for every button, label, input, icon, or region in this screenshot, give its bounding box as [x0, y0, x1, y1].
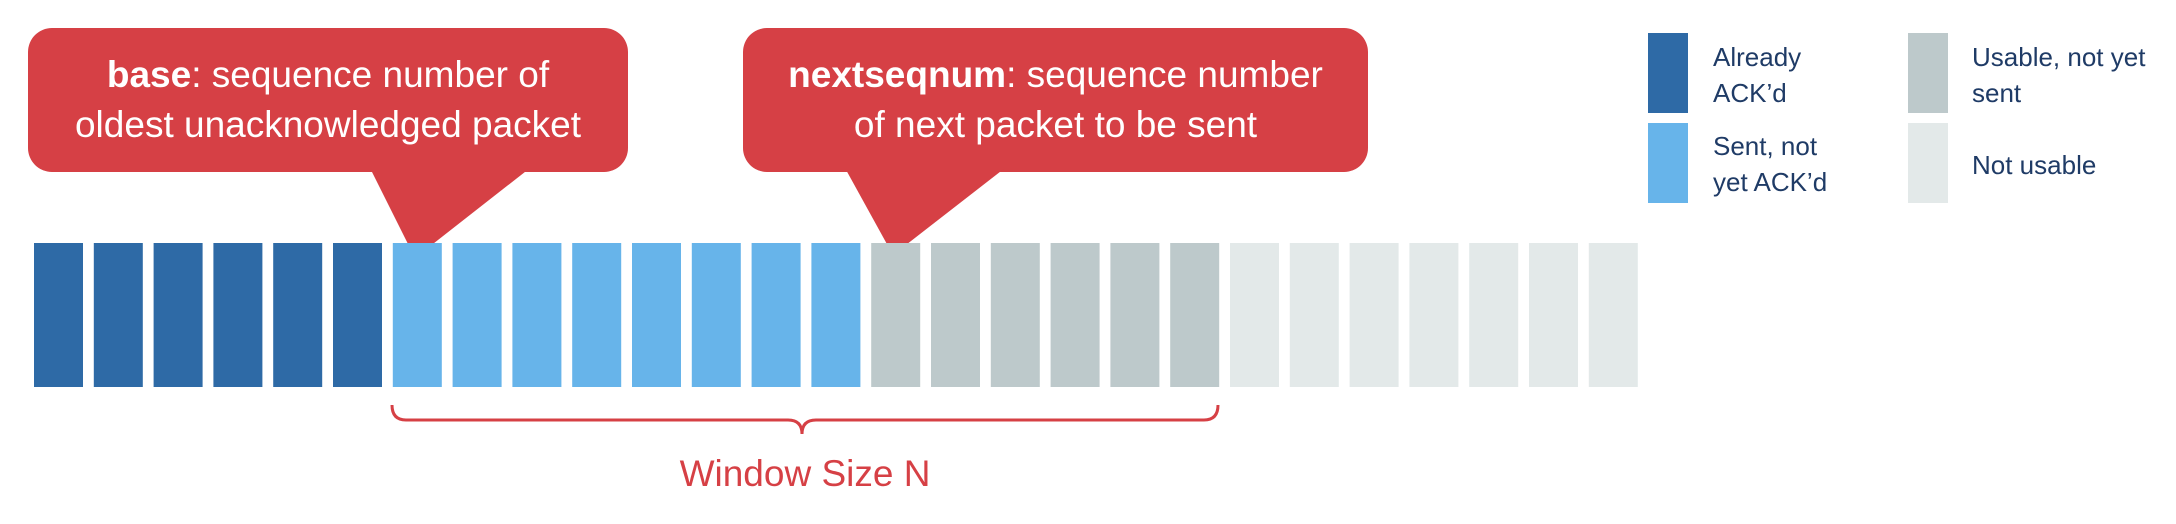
legend-label-not-usable: Not usable [1972, 150, 2097, 180]
base-callout [28, 28, 628, 258]
packet-unusable [1588, 243, 1638, 387]
packet-acked [93, 243, 143, 387]
legend-swatch-not-usable [1908, 123, 1948, 203]
nextseqnum-description-line1: : sequence number [1006, 54, 1323, 95]
packet-usable [1170, 243, 1220, 387]
packet-usable [871, 243, 921, 387]
legend-swatch-already-acked [1648, 33, 1688, 113]
packet-sent [392, 243, 442, 387]
legend-label-already-acked: Already ACK’d [1713, 42, 1802, 108]
nextseqnum-description-line2: of next packet to be sent [853, 104, 1258, 145]
legend-swatch-sent-not-acked [1648, 123, 1688, 203]
packet-sent [572, 243, 622, 387]
packet-acked [34, 243, 83, 387]
base-description-line1: : sequence number of [191, 54, 550, 95]
packet-sent [452, 243, 502, 387]
packet-sent [691, 243, 741, 387]
legend-swatch-usable-not-sent [1908, 33, 1948, 113]
base-term: base [106, 54, 192, 95]
packet-acked [273, 243, 323, 387]
legend-label-usable-not-sent: Usable, not yet sent [1972, 42, 2146, 108]
packet-sent [751, 243, 801, 387]
packet-acked [213, 243, 263, 387]
nextseqnum-term: nextseqnum [788, 54, 1007, 95]
base-callout-text: base: sequence number of oldest unacknow… [28, 50, 628, 150]
packet-acked [333, 243, 382, 387]
packet-sent [811, 243, 861, 387]
packet-unusable [1469, 243, 1519, 387]
packet-unusable [1230, 243, 1279, 387]
packet-usable [931, 243, 980, 387]
legend-swatches [1648, 33, 1948, 203]
packet-unusable [1409, 243, 1459, 387]
packet-unusable [1529, 243, 1578, 387]
packet-sequence-row [34, 243, 1638, 387]
packet-usable [1050, 243, 1100, 387]
window-size-label: Window Size N [679, 453, 931, 494]
packet-usable [1110, 243, 1160, 387]
legend-label-sent-not-acked: Sent, not yet ACK’d [1713, 131, 1828, 197]
nextseqnum-callout-text: nextseqnum: sequence number of next pack… [743, 50, 1368, 150]
packet-unusable [1289, 243, 1339, 387]
packet-sent [632, 243, 681, 387]
packet-usable [990, 243, 1040, 387]
packet-acked [153, 243, 203, 387]
packet-unusable [1349, 243, 1399, 387]
nextseqnum-callout [743, 28, 1368, 255]
window-size-brace [390, 404, 1220, 435]
packet-sent [512, 243, 562, 387]
base-description-line2: oldest unacknowledged packet [74, 104, 582, 145]
